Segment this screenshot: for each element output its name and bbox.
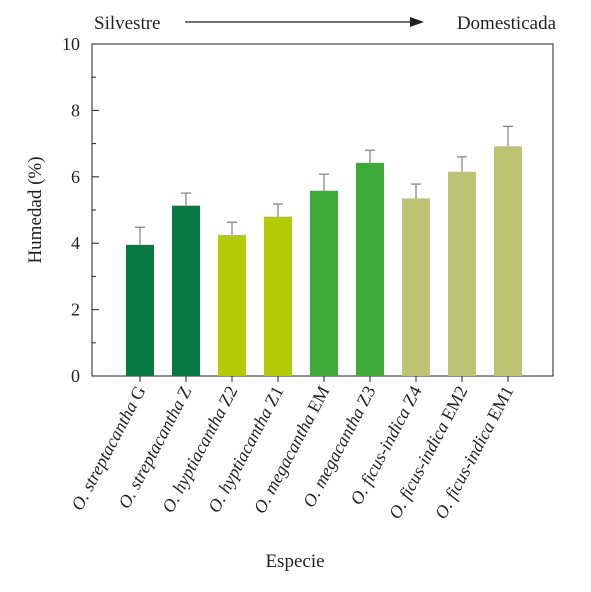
- bar: [356, 162, 384, 376]
- y-tick-label: 2: [71, 300, 80, 320]
- bar: [402, 198, 430, 376]
- y-tick-label: 10: [62, 34, 80, 54]
- bar: [264, 216, 292, 376]
- y-tick-label: 4: [71, 233, 80, 253]
- bars: [126, 125, 522, 376]
- direction-arrow: [185, 17, 424, 27]
- bar: [218, 234, 246, 376]
- y-tick-label: 8: [71, 100, 80, 120]
- bar: [310, 190, 338, 376]
- silvestre-label: Silvestre: [94, 13, 161, 34]
- bar: [126, 244, 154, 376]
- y-axis: 0 2 4 6 8 10: [62, 34, 99, 386]
- x-axis-title: Especie: [265, 551, 324, 572]
- bar: [448, 171, 476, 376]
- y-tick-label: 6: [71, 167, 80, 187]
- x-axis: O. streptacantha GO. streptacantha ZO. h…: [67, 376, 518, 522]
- bar: [494, 146, 522, 376]
- y-axis-title: Humedad (%): [25, 156, 46, 263]
- domesticada-label: Domesticada: [457, 13, 557, 34]
- bar: [172, 205, 200, 376]
- y-tick-label: 0: [71, 366, 80, 386]
